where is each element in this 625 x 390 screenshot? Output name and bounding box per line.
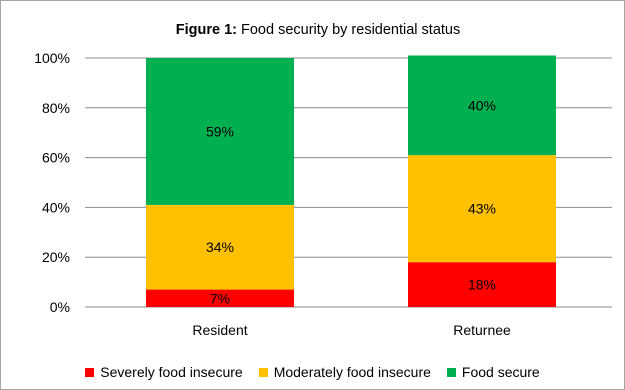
chart-title-prefix: Figure 1: (176, 22, 237, 38)
bar-segment (408, 262, 556, 307)
x-tick-label: Returnee (453, 322, 511, 338)
y-tick-label: 40% (42, 199, 70, 215)
y-tick-label: 80% (42, 100, 70, 116)
x-axis-ticks: Resident Returnee (192, 322, 511, 338)
legend-swatch (446, 367, 456, 377)
bar-segment (146, 204, 294, 290)
y-tick-label: 20% (42, 249, 70, 265)
bar-segment (408, 155, 556, 263)
y-tick-label: 100% (34, 50, 70, 66)
bars (146, 55, 556, 307)
data-label: 40% (468, 97, 496, 113)
data-label: 18% (468, 277, 496, 293)
data-label: 43% (468, 201, 496, 217)
y-tick-label: 60% (42, 150, 70, 166)
data-labels: 7% 34% 59% 18% 43% 40% (206, 97, 496, 306)
data-label: 59% (206, 123, 234, 139)
legend-label: Food secure (461, 364, 540, 380)
legend-item: Moderately food insecure (258, 364, 431, 380)
chart-title: Figure 1: Food security by residential s… (176, 22, 460, 38)
chart-title-rest: Food security by residential status (237, 22, 460, 38)
bar-segment (146, 289, 294, 307)
legend-label: Moderately food insecure (273, 364, 431, 380)
bar-segment (146, 58, 294, 205)
legend-swatch (258, 367, 268, 377)
legend: Severely food insecure Moderately food in… (0, 362, 625, 382)
y-axis-ticks: 0% 20% 40% 60% 80% 100% (34, 50, 70, 315)
legend-label: Severely food insecure (100, 364, 243, 380)
bar-segment (408, 55, 556, 156)
legend-item: Severely food insecure (85, 364, 243, 380)
data-label: 34% (206, 239, 234, 255)
x-tick-label: Resident (192, 322, 247, 338)
legend-item: Food secure (446, 364, 540, 380)
y-tick-label: 0% (50, 299, 70, 315)
legend-swatch (85, 367, 95, 377)
data-label: 7% (210, 290, 230, 306)
